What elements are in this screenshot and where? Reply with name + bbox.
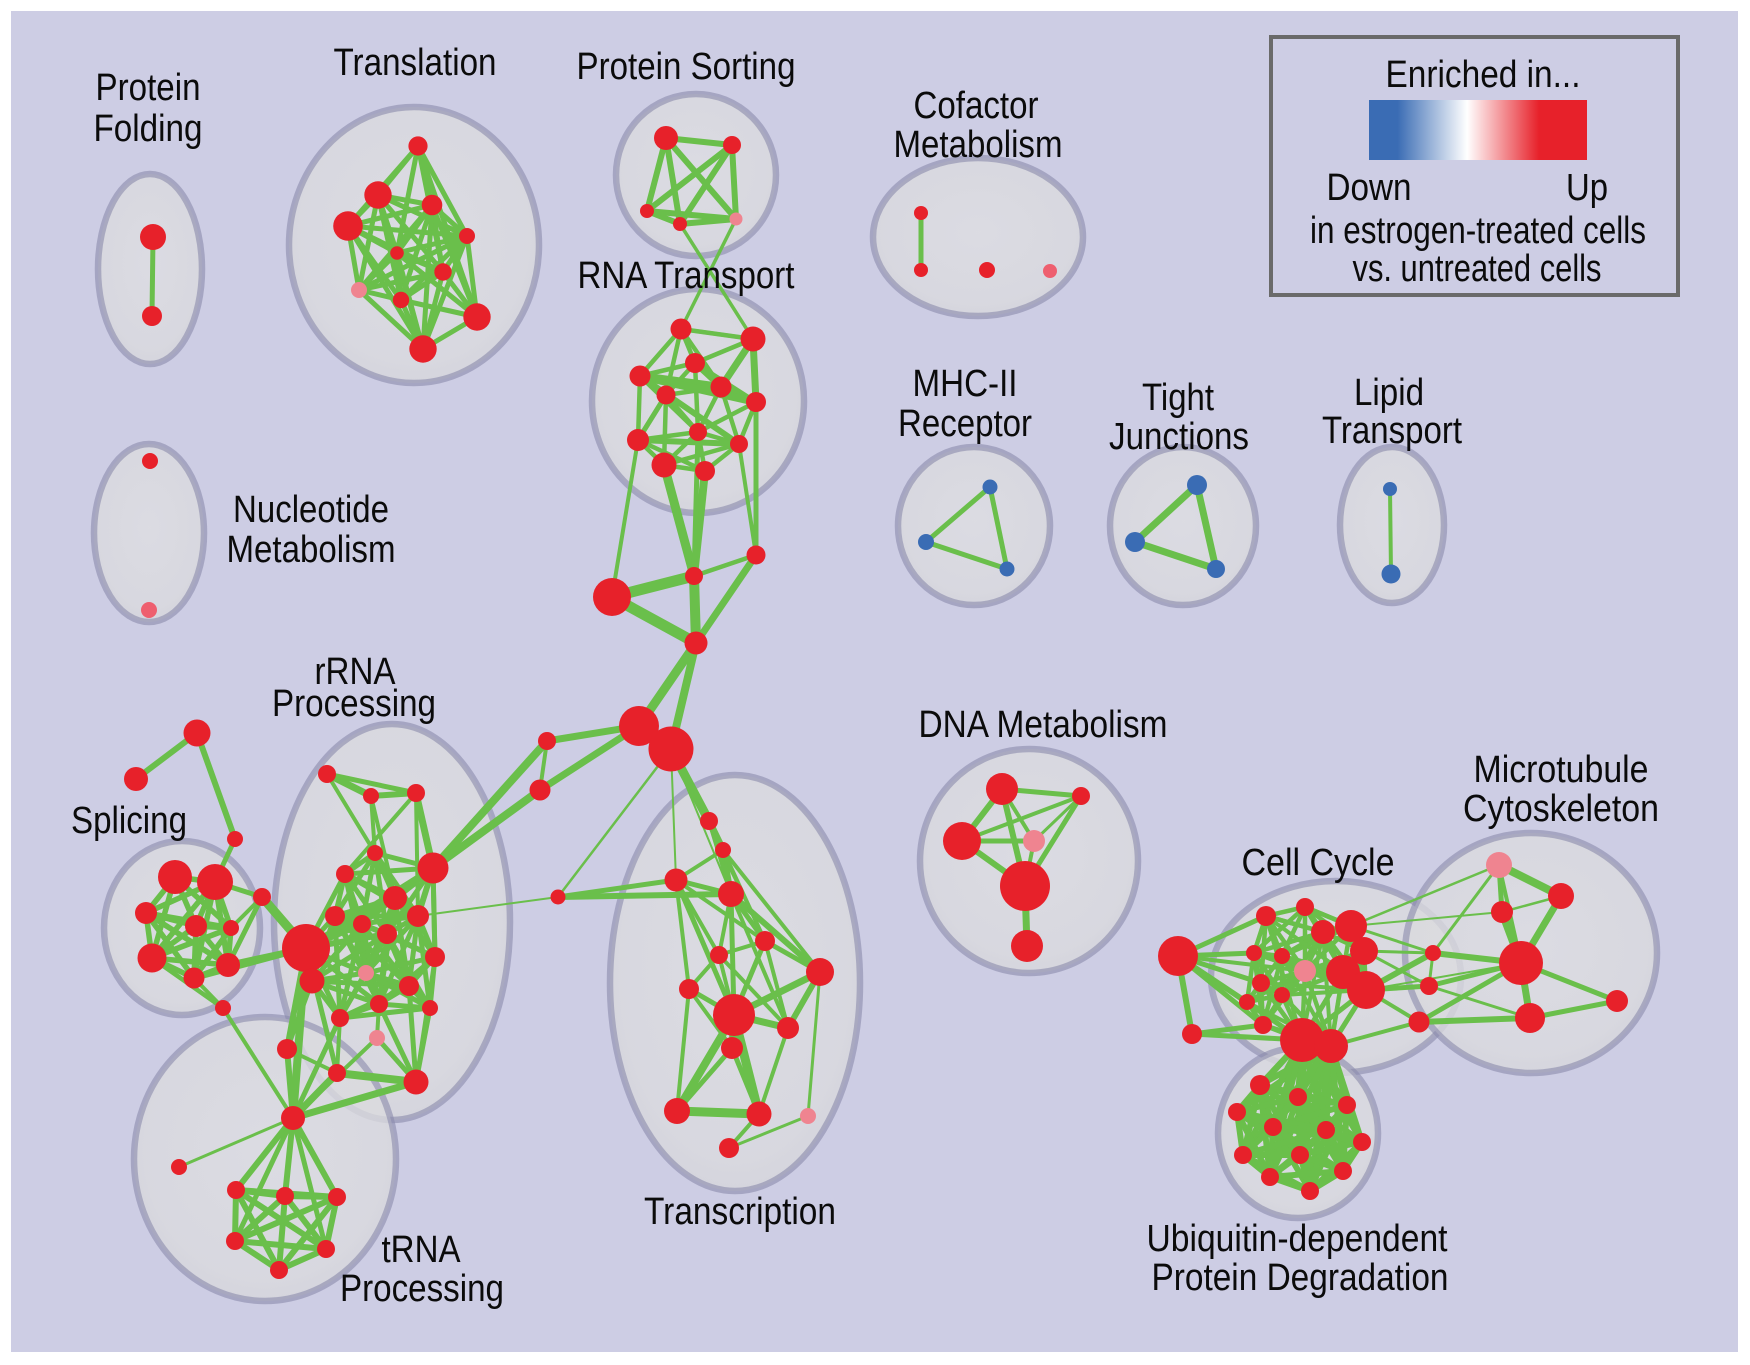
svg-text:Translation: Translation bbox=[334, 42, 497, 84]
svg-text:Enriched in...: Enriched in... bbox=[1386, 54, 1581, 96]
svg-text:DNA Metabolism: DNA Metabolism bbox=[919, 704, 1168, 746]
svg-text:Tight: Tight bbox=[1142, 377, 1214, 419]
svg-text:Metabolism: Metabolism bbox=[227, 529, 396, 571]
svg-text:in estrogen-treated cells: in estrogen-treated cells bbox=[1310, 210, 1646, 252]
svg-text:rRNA: rRNA bbox=[315, 651, 397, 693]
svg-text:Junctions: Junctions bbox=[1109, 416, 1249, 458]
svg-text:Protein Sorting: Protein Sorting bbox=[577, 46, 796, 88]
svg-text:tRNA: tRNA bbox=[382, 1229, 462, 1271]
svg-text:RNA Transport: RNA Transport bbox=[578, 255, 795, 297]
svg-text:Transcription: Transcription bbox=[644, 1191, 836, 1233]
svg-text:Cofactor: Cofactor bbox=[914, 85, 1039, 127]
svg-text:Receptor: Receptor bbox=[898, 403, 1032, 445]
svg-text:Nucleotide: Nucleotide bbox=[233, 489, 389, 531]
svg-text:Protein: Protein bbox=[96, 67, 201, 109]
svg-text:Lipid: Lipid bbox=[1354, 372, 1424, 414]
svg-text:Down: Down bbox=[1327, 167, 1412, 209]
svg-text:Cell Cycle: Cell Cycle bbox=[1242, 842, 1395, 884]
svg-text:Processing: Processing bbox=[340, 1268, 504, 1310]
svg-text:Protein Degradation: Protein Degradation bbox=[1152, 1257, 1449, 1299]
svg-text:Folding: Folding bbox=[94, 108, 203, 150]
svg-text:Transport: Transport bbox=[1322, 410, 1462, 452]
svg-text:Ubiquitin-dependent: Ubiquitin-dependent bbox=[1147, 1218, 1448, 1260]
svg-text:Splicing: Splicing bbox=[71, 800, 187, 842]
svg-text:Processing: Processing bbox=[272, 683, 436, 725]
svg-text:Microtubule: Microtubule bbox=[1474, 749, 1649, 791]
svg-text:Cytoskeleton: Cytoskeleton bbox=[1463, 788, 1659, 830]
svg-text:MHC-II: MHC-II bbox=[913, 363, 1018, 405]
svg-text:vs. untreated cells: vs. untreated cells bbox=[1353, 248, 1602, 290]
svg-text:Up: Up bbox=[1566, 167, 1608, 209]
svg-text:Metabolism: Metabolism bbox=[894, 124, 1063, 166]
